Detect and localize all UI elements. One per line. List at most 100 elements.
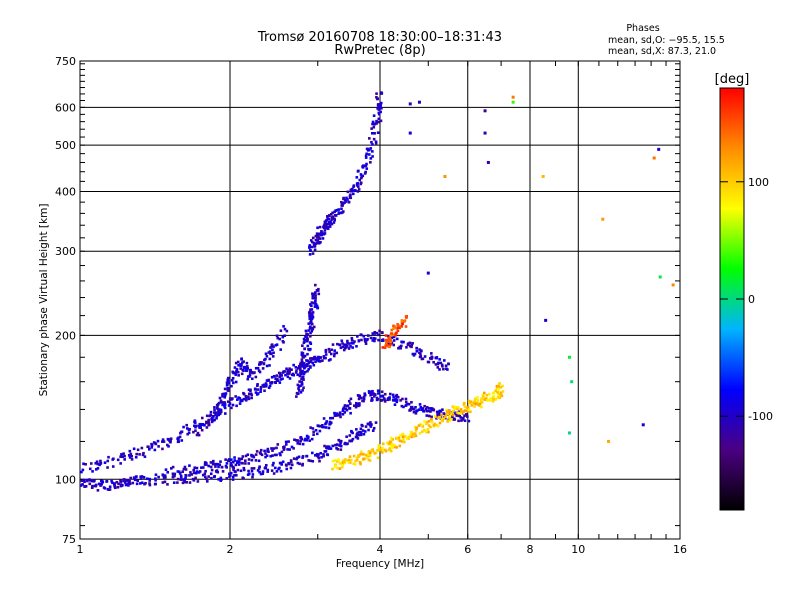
data-point [419,423,423,427]
data-point [223,412,227,415]
data-point [248,375,251,378]
data-point [324,450,328,453]
data-point [322,454,325,458]
data-point [267,378,271,382]
data-point [364,453,368,457]
data-point [310,313,313,317]
data-point [412,435,416,438]
data-point [371,155,374,158]
data-point [259,385,263,389]
data-point [139,475,142,479]
data-point [93,479,96,482]
data-point [227,404,231,407]
data-point [111,465,115,468]
data-point [230,458,233,461]
data-point [420,357,424,361]
data-point [326,222,329,226]
data-point [129,476,133,480]
data-point [394,397,397,401]
data-point [250,371,254,374]
data-point [445,413,448,416]
data-point [324,350,328,353]
data-point [459,410,463,413]
data-point [358,461,362,464]
data-point [359,176,363,180]
data-point [439,361,443,365]
data-point [214,413,217,417]
data-point [446,368,449,371]
data-point [223,406,227,410]
data-point [319,451,322,455]
data-point [511,100,515,104]
data-point [244,459,247,463]
data-point [425,429,428,433]
data-point [541,174,545,178]
data-point [182,467,186,471]
data-point [388,440,392,444]
data-point [216,470,220,474]
data-point [263,449,266,453]
data-point [106,459,110,463]
data-point [438,358,441,361]
data-point [299,361,303,365]
data-point [436,366,440,369]
data-point [196,431,200,435]
data-point [366,422,370,426]
data-point [173,472,177,476]
data-point [369,425,373,428]
data-point [339,211,343,215]
data-point [312,430,315,434]
data-point [367,453,370,456]
data-point [80,479,84,483]
data-point [231,460,235,464]
data-point [242,369,245,372]
data-point [397,346,400,350]
data-point [254,366,258,370]
data-point [166,483,169,486]
data-point [259,448,263,452]
data-point [279,348,283,351]
data-point [440,413,443,416]
data-point [363,164,367,168]
data-point [296,392,300,396]
data-point [483,391,486,395]
data-point [392,396,395,399]
data-point [244,397,248,400]
data-point [272,472,276,475]
data-point [247,392,251,396]
data-point [301,360,304,364]
data-point [305,454,308,458]
data-point [312,292,316,296]
data-point [363,392,367,396]
data-point [123,458,126,461]
data-point [313,248,317,252]
data-point [267,386,271,390]
data-point [363,337,367,341]
data-point [256,366,260,370]
data-point [229,471,233,475]
data-point [265,379,269,382]
data-point [225,477,229,480]
data-point [213,462,217,466]
data-point [256,383,259,386]
data-point [438,416,441,419]
data-point [234,395,237,398]
data-point [390,332,394,335]
data-point [341,345,345,349]
data-point [207,464,210,468]
data-point [289,466,293,470]
data-point [432,408,436,412]
data-point [310,327,314,330]
data-point [382,448,385,452]
data-point [285,443,288,446]
data-point [247,397,251,401]
data-point [285,464,288,467]
data-point [333,465,337,469]
data-point [311,357,315,361]
data-point [330,222,334,226]
data-point [340,200,343,204]
data-point [367,454,371,458]
data-point [169,440,172,444]
data-point [338,412,342,415]
data-point [283,370,287,373]
